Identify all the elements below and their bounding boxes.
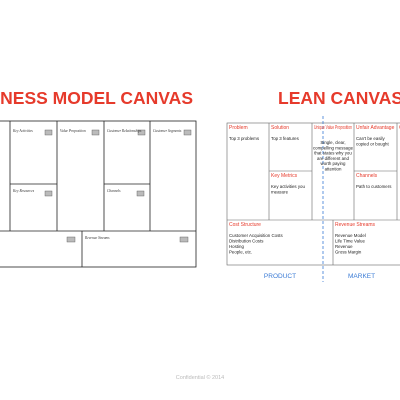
bmc-block-label: Key Resources — [12, 189, 35, 193]
product-label: PRODUCT — [264, 273, 296, 280]
lean-block-label: Key Metrics — [271, 173, 298, 179]
bmc-block-label: Customer Segments — [153, 129, 182, 133]
lean-block-text: Revenue Model — [335, 233, 366, 238]
bmc-block-label: Value Proposition — [60, 129, 86, 133]
lean-block-text: Gross Margin — [335, 250, 362, 255]
lean-block-label: Channels — [356, 173, 378, 179]
lean-block-text: Single, clear, — [320, 140, 345, 145]
lean-block-label: Revenue Streams — [335, 222, 376, 228]
lean-block-label: Solution — [271, 125, 289, 131]
lean-block-text: measure — [271, 189, 289, 194]
bmc-block-label: Customer Relationships — [107, 129, 142, 133]
bmc-title: BUSINESS MODEL CANVAS — [0, 88, 193, 108]
lean-block-label: Unique Value Proposition — [314, 125, 352, 131]
bmc-block-label: Revenue Streams — [84, 236, 110, 240]
lean-block-text: copied or bought — [356, 141, 389, 146]
lean-block-text: Distribution Costs — [229, 239, 264, 244]
lean-grid — [226, 116, 400, 282]
lean-block-text: Revenue — [335, 244, 353, 249]
lean-block-text: attention — [325, 167, 342, 172]
lean-block-text: Can't be easily — [356, 136, 385, 141]
lean-block-text: that states why you — [314, 151, 352, 156]
lean-block-text: Hosting — [229, 244, 244, 249]
lean-block-text: Path to customers — [356, 184, 392, 189]
bmc-block-label: Channels — [107, 189, 121, 193]
lean-block-text: People, etc. — [229, 250, 252, 255]
lean-block-text: Customer Acquisition Costs — [229, 233, 283, 238]
lean-block-text: are different and — [317, 156, 349, 161]
lean-block-label: Cost Structure — [229, 222, 261, 228]
lean-block-label: Problem — [229, 125, 248, 131]
lean-block-text: worth paying — [321, 161, 346, 166]
lean-block-text: Top 3 problems — [229, 136, 260, 141]
bmc-block-label: Key Activities — [12, 129, 33, 133]
lean-title: LEAN CANVAS — [278, 88, 400, 108]
bmc-grid — [0, 120, 197, 268]
lean-block-label: Unfair Advantage — [356, 125, 395, 131]
lean-block-text: compelling message — [313, 145, 354, 150]
lean-block-text: Top 3 features — [271, 136, 300, 141]
market-label: MARKET — [348, 273, 375, 280]
lean-block-text: Life Time Value — [335, 239, 365, 244]
lean-block-text: Key activities you — [271, 184, 305, 189]
footer: Confidential © 2014 — [176, 374, 224, 381]
